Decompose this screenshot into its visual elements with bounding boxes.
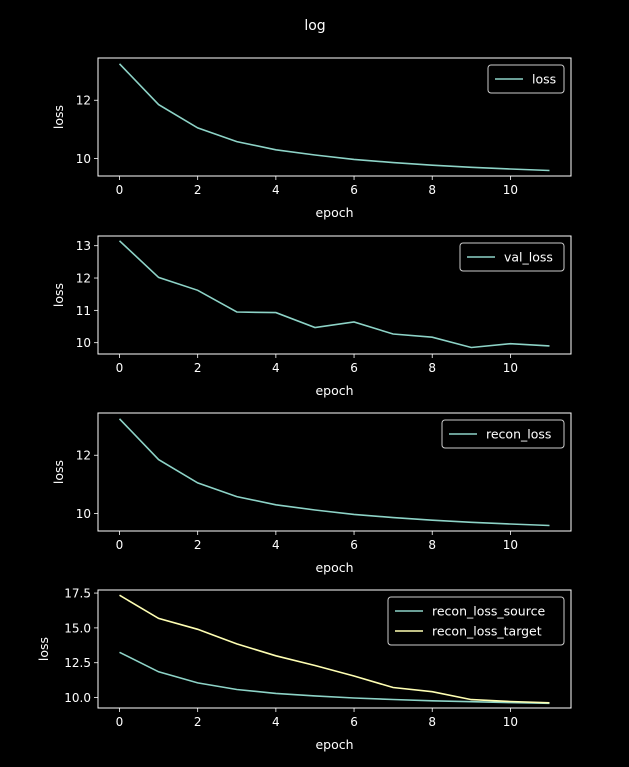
axes-frame <box>97 235 572 355</box>
y-tick-label: 11 <box>76 304 91 318</box>
x-tick-label: 10 <box>503 715 518 729</box>
x-tick-label: 2 <box>194 538 202 552</box>
x-tick-label: 10 <box>503 183 518 197</box>
legend-entry: recon_loss_target <box>432 624 542 639</box>
legend: val_loss <box>459 242 565 272</box>
x-tick-label: 0 <box>116 715 124 729</box>
y-tick-label: 17.5 <box>64 587 91 601</box>
x-tick-label: 8 <box>428 183 436 197</box>
y-axis-label: loss <box>36 637 51 661</box>
series-line-recon_loss <box>118 418 550 527</box>
x-tick-label: 2 <box>194 715 202 729</box>
x-tick-label: 8 <box>428 715 436 729</box>
legend-entry: recon_loss <box>486 427 551 442</box>
x-axis-label: epoch <box>315 383 353 398</box>
x-tick-label: 4 <box>272 361 280 375</box>
x-tick-label: 2 <box>194 361 202 375</box>
series-line-recon_loss_source <box>119 651 550 705</box>
legend-entry: loss <box>532 72 556 87</box>
x-tick-label: 8 <box>428 361 436 375</box>
x-axis-label: epoch <box>315 205 353 220</box>
axes-frame <box>97 57 572 177</box>
series-line-loss <box>118 63 550 172</box>
y-axis-label: loss <box>51 283 66 307</box>
x-tick-label: 4 <box>272 715 280 729</box>
y-tick-label: 13 <box>76 239 91 253</box>
x-tick-label: 4 <box>272 183 280 197</box>
x-tick-label: 0 <box>116 538 124 552</box>
x-tick-label: 6 <box>350 538 358 552</box>
y-axis-label: loss <box>51 105 66 129</box>
legend-entry: val_loss <box>504 250 553 265</box>
x-tick-label: 6 <box>350 183 358 197</box>
subplot-3: 0 2 4 6 8 10 10 12 epoch loss recon_loss <box>51 412 572 575</box>
subplot-2: 0 2 4 6 8 10 10 11 12 13 epoch loss val_loss <box>51 235 572 398</box>
x-axis-label: epoch <box>315 560 353 575</box>
legend-entry: recon_loss_source <box>432 604 545 619</box>
y-tick-label: 12 <box>76 449 91 463</box>
legend-box <box>387 596 565 646</box>
legend-box <box>441 419 565 449</box>
x-tick-label: 0 <box>116 183 124 197</box>
y-tick-label: 10.0 <box>64 691 91 705</box>
y-tick-label: 12 <box>76 272 91 286</box>
legend: recon_loss <box>441 419 565 449</box>
y-tick-label: 10 <box>76 152 91 166</box>
series-line-recon_loss_target <box>119 594 550 704</box>
subplot-4: 0 2 4 6 8 10 10.0 12.5 15.0 17.5 epoch loss recon_lo… <box>36 587 572 752</box>
legend: loss <box>487 64 565 94</box>
legend-box <box>459 242 565 272</box>
x-tick-label: 6 <box>350 361 358 375</box>
legend: recon_loss_source recon_loss_target <box>387 596 565 646</box>
x-tick-label: 8 <box>428 538 436 552</box>
y-tick-label: 12 <box>76 94 91 108</box>
subplot-1: 0 2 4 6 8 10 10 12 epoch loss loss <box>51 57 572 220</box>
series-line-val_loss <box>118 240 550 349</box>
x-tick-label: 2 <box>194 183 202 197</box>
y-tick-label: 10 <box>76 336 91 350</box>
x-tick-label: 10 <box>503 538 518 552</box>
x-tick-label: 4 <box>272 538 280 552</box>
y-tick-label: 15.0 <box>64 621 91 635</box>
x-tick-label: 10 <box>503 361 518 375</box>
y-tick-label: 12.5 <box>64 656 91 670</box>
figure-title: log <box>304 18 325 34</box>
legend-box <box>487 64 565 94</box>
x-axis-label: epoch <box>315 737 353 752</box>
x-tick-label: 0 <box>116 361 124 375</box>
x-tick-label: 6 <box>350 715 358 729</box>
axes-frame <box>97 589 572 709</box>
y-tick-label: 10 <box>76 507 91 521</box>
axes-frame <box>97 412 572 532</box>
y-axis-label: loss <box>51 460 66 484</box>
